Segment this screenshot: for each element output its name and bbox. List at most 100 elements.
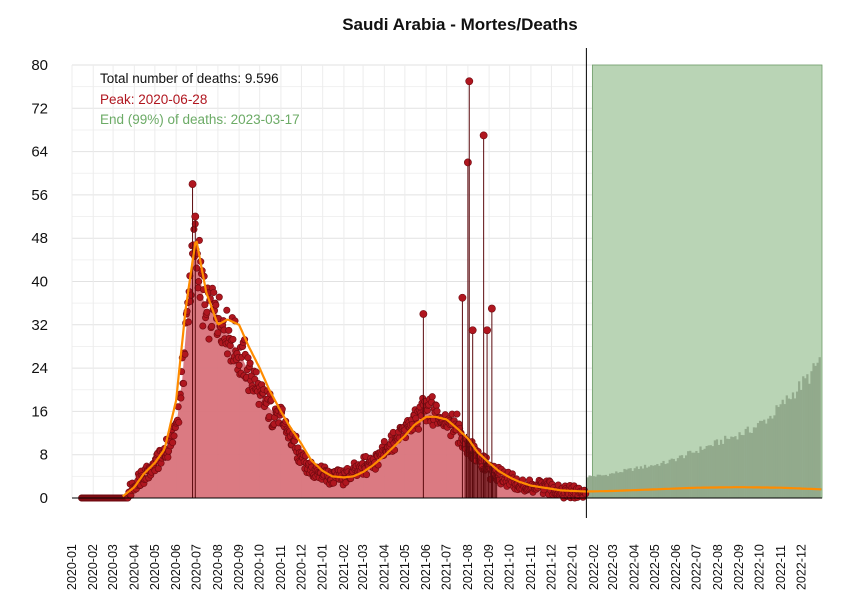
forecast-bar <box>810 371 813 498</box>
forecast-bar <box>701 449 704 498</box>
forecast-bar <box>777 406 780 498</box>
forecast-bar <box>658 465 661 498</box>
x-tick-label: 2022-06 <box>669 544 683 590</box>
x-tick-label: 2022-07 <box>690 544 704 590</box>
observed-point <box>181 350 189 358</box>
forecast-bar <box>816 362 819 498</box>
forecast-bar <box>732 437 735 498</box>
forecast-bar <box>666 463 669 498</box>
y-tick-label: 40 <box>31 274 48 291</box>
forecast-bar <box>802 376 805 498</box>
x-tick-label: 2020-03 <box>106 544 120 590</box>
axes: 0 8 16 24 32 40 48 56 64 72 80 2020-01 2020-02 2020-0… <box>31 48 822 590</box>
observed-point <box>201 301 209 309</box>
forecast-bar <box>590 475 593 498</box>
forecast-bar <box>736 439 739 498</box>
forecast-bar <box>654 465 657 498</box>
forecast-bar <box>641 468 645 498</box>
forecast-bar <box>808 383 811 498</box>
spike-point <box>468 326 477 335</box>
x-tick-label: 2022-05 <box>648 544 662 590</box>
forecast-bar <box>763 419 766 498</box>
forecast-bar <box>787 398 791 498</box>
forecast-bar <box>586 477 589 498</box>
observed-point <box>196 293 204 301</box>
observed-point <box>229 335 237 343</box>
forecast-bar <box>740 434 743 498</box>
forecast-bar <box>689 450 692 498</box>
forecast-bar <box>656 464 659 498</box>
observed-point <box>223 306 231 314</box>
end-date-annotation: End (99%) of deaths: 2023-03-17 <box>100 112 300 127</box>
forecast-bar <box>795 391 799 498</box>
x-tick-label: 2020-07 <box>190 544 204 590</box>
x-tick-label: 2020-02 <box>86 544 100 590</box>
forecast-bar <box>699 446 702 498</box>
total-deaths-annotation: Total number of deaths: 9.596 <box>100 71 279 86</box>
x-tick-label: 2022-02 <box>587 544 601 590</box>
forecast-bar <box>685 455 688 498</box>
forecast-bar <box>707 445 710 498</box>
forecast-bar <box>771 418 774 498</box>
x-tick-label: 2021-06 <box>419 544 433 590</box>
x-tick-label: 2021-02 <box>337 544 351 590</box>
observed-point <box>169 439 177 447</box>
x-tick-label: 2022-12 <box>794 544 808 590</box>
forecast-bar <box>602 475 606 498</box>
forecast-bar <box>711 446 714 498</box>
x-tick-label: 2021-01 <box>316 544 330 590</box>
forecast-bar <box>750 432 754 498</box>
forecast-bar <box>804 378 807 498</box>
spike-point <box>419 310 428 318</box>
forecast-bar <box>722 443 725 498</box>
observed-point <box>432 401 440 409</box>
observed-point <box>428 393 436 401</box>
observed-area <box>128 243 586 498</box>
forecast-bar <box>765 423 768 498</box>
forecast-bar <box>668 459 671 498</box>
forecast-bar <box>812 363 815 498</box>
forecast-bar <box>746 426 749 498</box>
forecast-bar <box>758 420 762 498</box>
x-tick-label: 2022-11 <box>774 545 788 590</box>
forecast-bar <box>592 476 595 498</box>
observed-point <box>215 293 223 301</box>
forecast-bar <box>596 474 599 498</box>
forecast-bar <box>742 435 745 498</box>
x-tick-label: 2021-12 <box>544 544 558 590</box>
smoothed-line <box>122 240 822 498</box>
forecast-bar <box>637 469 641 498</box>
spike-point <box>465 77 474 86</box>
forecast-bar <box>791 392 795 498</box>
forecast-bar <box>652 465 655 498</box>
x-tick-label: 2020-09 <box>232 544 246 590</box>
forecast-bar <box>717 444 721 498</box>
observed-point <box>235 361 243 369</box>
observed-point <box>164 453 172 461</box>
forecast-bar <box>783 404 786 498</box>
forecast-bar <box>629 468 632 498</box>
spike-point <box>463 158 472 167</box>
forecast-bar <box>611 473 614 498</box>
forecast-bar <box>709 445 712 498</box>
observed-point <box>252 368 260 376</box>
forecast-bar <box>773 415 776 498</box>
forecast-bar <box>800 389 803 498</box>
x-tick-label: 2020-08 <box>211 544 225 590</box>
forecast-bar <box>631 470 634 498</box>
observed-point <box>214 329 222 337</box>
forecast-bar <box>691 452 694 498</box>
x-tick-label: 2022-08 <box>711 544 725 590</box>
forecast-bar <box>670 458 673 498</box>
forecast-bar <box>650 465 653 498</box>
forecast-bar <box>623 468 626 498</box>
forecast-bar <box>705 446 708 498</box>
forecast-bar <box>726 438 729 498</box>
forecast-bar <box>615 471 618 498</box>
forecast-bar <box>785 395 788 498</box>
observed-point <box>170 432 178 440</box>
forecast-bar <box>598 474 601 498</box>
y-tick-label: 80 <box>31 57 48 74</box>
forecast-bar <box>703 448 706 498</box>
y-tick-label: 72 <box>31 100 48 117</box>
